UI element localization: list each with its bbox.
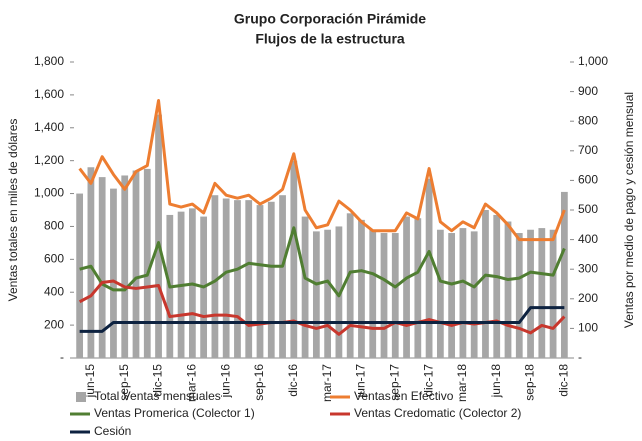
bar (493, 214, 501, 358)
line (79, 306, 565, 333)
bar (290, 160, 298, 358)
bar (279, 195, 286, 358)
y-tick-label: 600 (44, 252, 64, 266)
bar (380, 233, 388, 358)
y-tick-label: 800 (44, 219, 64, 233)
legend-label: Ventas en Efectivo (354, 389, 454, 403)
y2-tick-label: 400 (578, 232, 598, 246)
bar (211, 195, 219, 358)
y-tick-label: 1,600 (34, 87, 64, 101)
bar (549, 229, 557, 358)
y-axis-label: Ventas totales en miles de dólares (6, 119, 20, 302)
bar (358, 219, 365, 358)
x-tick-label: dic-16 (286, 364, 300, 397)
y2-tick-label: 800 (578, 113, 598, 127)
legend-label: Cesión (94, 424, 131, 438)
bar (414, 218, 422, 358)
bar (324, 229, 332, 358)
bar (403, 216, 410, 358)
y2-axis-label: Ventas por medio de pago y cesión mensua… (622, 92, 636, 328)
y2-tick-label: 700 (578, 143, 598, 157)
bar (301, 216, 309, 358)
x-tick-label: jun-16 (218, 364, 232, 399)
bar (312, 231, 320, 358)
bar (245, 200, 253, 358)
bar (425, 178, 433, 358)
y-tick-label: 1,200 (34, 153, 64, 167)
legend-label: Ventas Credomatic (Colector 2) (354, 406, 521, 420)
bar (369, 229, 377, 358)
bar (335, 226, 343, 358)
y-tick-label: - (60, 350, 64, 364)
x-tick-label: sep-16 (252, 364, 266, 401)
chart-subtitle: Flujos de la estructura (255, 31, 405, 47)
x-tick-label: mar-16 (185, 364, 199, 402)
bar (448, 233, 456, 358)
bar (155, 114, 162, 358)
bar (515, 233, 523, 358)
bar (98, 177, 106, 358)
x-tick-label: dic-17 (421, 364, 435, 397)
x-tick-label: dic-18 (557, 364, 571, 397)
bar (121, 175, 129, 358)
bar (256, 205, 264, 358)
x-tick-label: sep-18 (523, 364, 537, 401)
legend-label: Ventas Promerica (Colector 1) (94, 406, 255, 420)
x-tick-label: mar-18 (455, 364, 469, 402)
y-tick-label: 1,800 (34, 54, 64, 68)
bar (436, 229, 444, 358)
x-tick-label: jun-18 (489, 364, 503, 399)
bar (76, 193, 84, 358)
bar (504, 221, 512, 358)
x-tick-label: sep-15 (117, 364, 131, 401)
bar (87, 167, 95, 358)
y2-tick-label: 1,000 (578, 54, 608, 68)
bar (346, 213, 354, 358)
y2-tick-label: 600 (578, 173, 598, 187)
bar (527, 229, 534, 358)
y-tick-label: 1,400 (34, 120, 64, 134)
y2-tick-label: 200 (578, 291, 598, 305)
x-tick-label: jun-15 (83, 364, 97, 399)
bar (538, 228, 546, 358)
line (79, 226, 566, 298)
bar (482, 210, 489, 358)
x-tick-label: sep-17 (387, 364, 401, 401)
x-tick-label: jun-17 (354, 364, 368, 399)
y-tick-label: 1,000 (34, 186, 64, 200)
bar (110, 188, 117, 358)
y2-tick-label: 900 (578, 84, 598, 98)
bar (560, 191, 568, 358)
x-tick-label: mar-17 (320, 364, 334, 402)
y2-tick-label: - (578, 350, 582, 364)
legend-swatch (76, 392, 86, 402)
y2-tick-label: 300 (578, 261, 598, 275)
bar (470, 231, 478, 358)
legend-label: Total Ventas mensuales (94, 389, 221, 403)
bar (222, 198, 230, 358)
bar (391, 233, 399, 358)
line (78, 98, 566, 242)
bar (132, 170, 140, 358)
bar (143, 168, 151, 358)
line (78, 279, 566, 336)
y-tick-label: 400 (44, 284, 64, 298)
x-tick-label: dic-15 (151, 364, 165, 397)
y2-tick-label: 500 (578, 202, 598, 216)
bar (459, 228, 467, 358)
bar (234, 200, 241, 358)
chart-title: Grupo Corporación Pirámide (234, 11, 426, 27)
y2-tick-label: 100 (578, 321, 598, 335)
bar (267, 201, 275, 358)
y-tick-label: 200 (44, 317, 64, 331)
